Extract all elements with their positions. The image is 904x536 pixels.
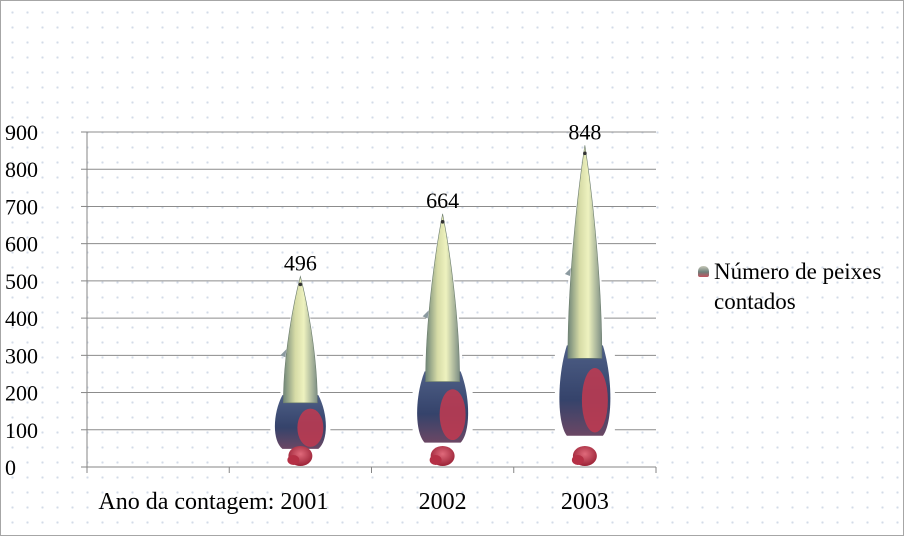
bar-fish-body bbox=[283, 275, 318, 404]
bar-fish bbox=[554, 143, 615, 466]
bar-fish-tail-lobe bbox=[287, 455, 300, 465]
data-label: 496 bbox=[284, 250, 317, 275]
bar-fish-tail-lobe bbox=[429, 455, 442, 465]
bar-fish-red-fin bbox=[581, 367, 608, 433]
x-category-label: Ano da contagem: 2001 bbox=[98, 489, 328, 515]
y-tick-label: 800 bbox=[5, 157, 38, 182]
bar-fish-pectoral-fin bbox=[422, 310, 429, 319]
y-tick-label: 100 bbox=[5, 418, 38, 443]
bar-fish bbox=[270, 274, 331, 466]
y-tick-label: 600 bbox=[5, 232, 38, 257]
legend-label: Número de peixes contados bbox=[714, 259, 882, 314]
y-tick-label: 300 bbox=[5, 343, 38, 368]
x-category-label: 2002 bbox=[419, 489, 467, 515]
y-tick-label: 400 bbox=[5, 306, 38, 331]
bar-fish-eye bbox=[298, 282, 303, 287]
bar-fish-eye bbox=[583, 151, 587, 156]
y-tick-label: 0 bbox=[5, 455, 16, 480]
bar-fish-body bbox=[567, 145, 603, 359]
legend: Número de peixes contados bbox=[698, 257, 898, 317]
bar-fish-body bbox=[425, 213, 460, 382]
bar-fish-eye bbox=[440, 220, 445, 224]
legend-fish-icon bbox=[698, 266, 709, 277]
y-tick-label: 200 bbox=[5, 381, 38, 406]
bar-fish bbox=[412, 211, 473, 466]
bar-fish-tail-lobe bbox=[571, 455, 584, 465]
y-tick-label: 500 bbox=[5, 269, 38, 294]
data-label: 664 bbox=[426, 188, 459, 213]
y-tick-label: 900 bbox=[5, 120, 38, 145]
y-tick-label: 700 bbox=[5, 194, 38, 219]
bar-fish-pectoral-fin bbox=[564, 267, 571, 276]
bar-fish-red-fin bbox=[439, 389, 466, 441]
bar-fish-red-fin bbox=[297, 408, 324, 447]
bar-fish-pectoral-fin bbox=[280, 349, 287, 358]
x-category-label: 2003 bbox=[561, 489, 609, 515]
data-label: 848 bbox=[568, 119, 601, 144]
